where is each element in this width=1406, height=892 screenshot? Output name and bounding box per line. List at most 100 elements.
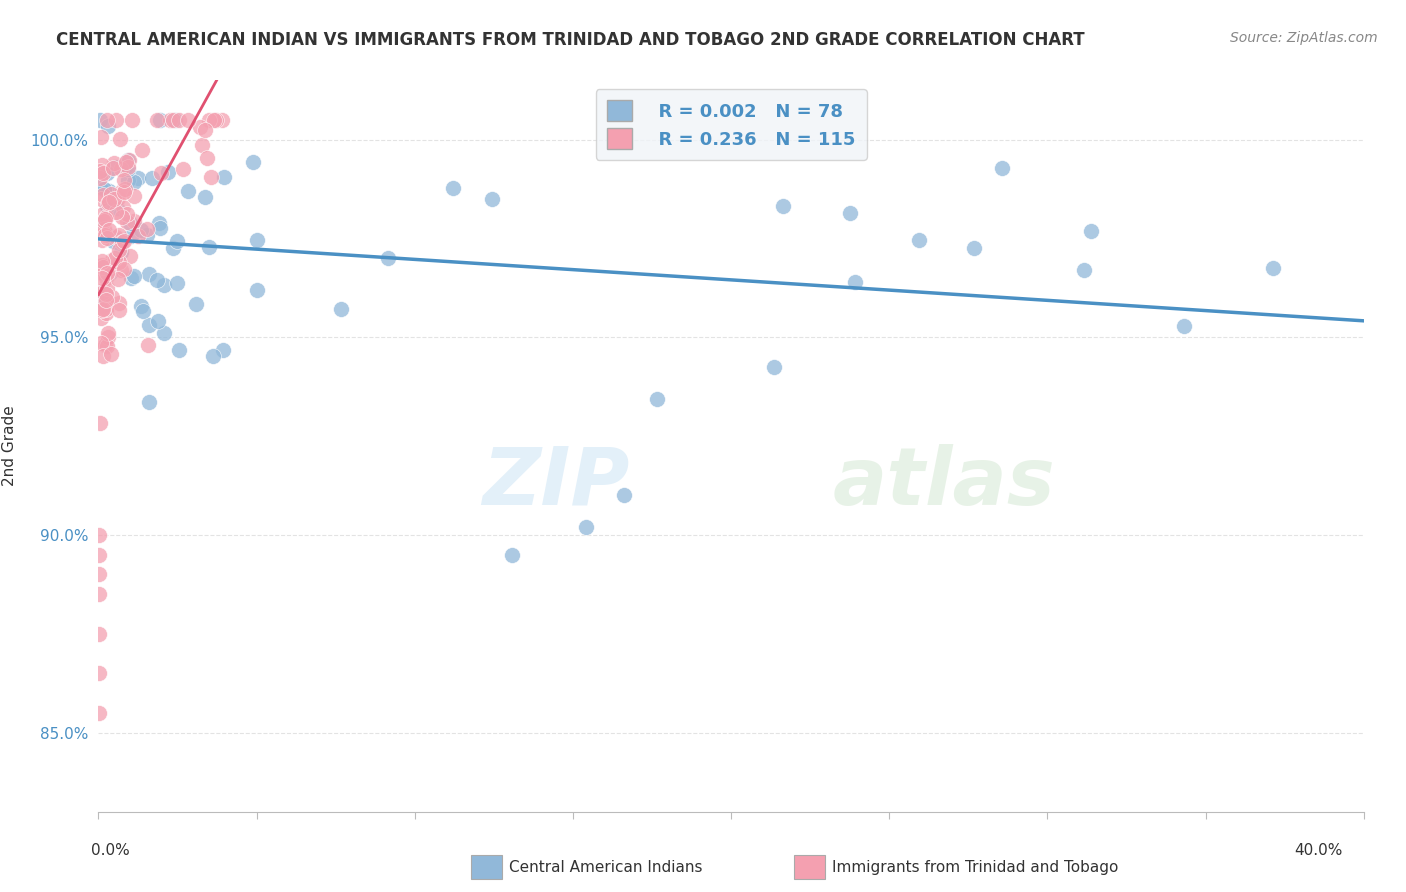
- Point: [89, 218, 111, 232]
- Point: [100, 253, 122, 268]
- Point: [90, 336, 112, 351]
- Point: [89, 164, 111, 178]
- Point: [839, 206, 862, 220]
- Point: [110, 262, 132, 277]
- Point: [100, 187, 122, 202]
- Point: [100, 347, 122, 361]
- Point: [87, 706, 110, 720]
- Point: [114, 181, 136, 195]
- Text: 0.0%: 0.0%: [91, 843, 131, 858]
- Point: [96, 167, 118, 181]
- Point: [93, 285, 115, 300]
- Point: [138, 395, 160, 409]
- Point: [97, 266, 120, 280]
- Point: [91, 297, 114, 311]
- Point: [501, 548, 523, 562]
- Point: [441, 181, 464, 195]
- Point: [149, 166, 172, 180]
- Point: [94, 338, 117, 352]
- Point: [117, 173, 139, 187]
- Point: [93, 228, 115, 243]
- Point: [138, 267, 160, 281]
- Point: [184, 297, 207, 311]
- Point: [105, 201, 128, 215]
- Point: [772, 199, 794, 213]
- Point: [104, 251, 127, 265]
- Point: [100, 290, 122, 304]
- Point: [198, 112, 221, 127]
- Point: [98, 194, 121, 209]
- Point: [98, 184, 121, 198]
- Point: [148, 314, 170, 328]
- Point: [87, 627, 110, 641]
- Point: [115, 215, 138, 229]
- Point: [97, 196, 120, 211]
- Point: [104, 230, 127, 244]
- Point: [91, 283, 114, 297]
- Point: [112, 200, 135, 214]
- Point: [101, 161, 124, 176]
- Point: [159, 112, 181, 127]
- Point: [105, 232, 128, 246]
- Point: [89, 416, 111, 430]
- Point: [90, 253, 112, 268]
- Point: [117, 153, 139, 168]
- Point: [97, 227, 120, 242]
- Point: [87, 567, 110, 582]
- Point: [121, 112, 143, 127]
- Point: [89, 180, 111, 194]
- Point: [647, 392, 669, 406]
- Y-axis label: 2nd Grade: 2nd Grade: [1, 406, 17, 486]
- Point: [575, 520, 598, 534]
- Point: [481, 192, 503, 206]
- Point: [111, 235, 134, 249]
- Point: [120, 229, 142, 244]
- Point: [94, 302, 117, 317]
- Point: [91, 302, 114, 317]
- Point: [112, 262, 135, 277]
- Point: [156, 165, 179, 179]
- Point: [136, 222, 159, 236]
- Point: [110, 161, 132, 176]
- Point: [96, 231, 118, 245]
- Point: [127, 229, 149, 244]
- Point: [145, 112, 167, 127]
- Point: [94, 293, 117, 307]
- Point: [613, 488, 636, 502]
- Point: [127, 170, 149, 185]
- Point: [87, 548, 110, 562]
- Point: [212, 343, 235, 357]
- Point: [177, 184, 200, 198]
- Point: [1080, 224, 1102, 238]
- Point: [152, 326, 174, 341]
- Point: [172, 162, 194, 177]
- Point: [198, 239, 221, 253]
- Point: [108, 295, 131, 310]
- Point: [122, 175, 145, 189]
- Point: [108, 255, 131, 269]
- Point: [90, 226, 112, 240]
- Point: [97, 223, 120, 237]
- Point: [131, 300, 153, 314]
- Point: [103, 193, 125, 207]
- Point: [91, 301, 114, 316]
- Point: [91, 187, 114, 202]
- Point: [122, 189, 145, 203]
- Point: [104, 205, 127, 219]
- Point: [112, 234, 135, 248]
- Point: [124, 268, 146, 283]
- Point: [112, 173, 135, 187]
- Point: [101, 234, 124, 248]
- Point: [91, 158, 114, 172]
- Point: [200, 170, 222, 185]
- Point: [90, 271, 112, 285]
- Text: ZIP: ZIP: [482, 443, 630, 522]
- Point: [214, 169, 236, 184]
- Point: [991, 161, 1014, 175]
- Point: [246, 283, 269, 297]
- Text: atlas: atlas: [832, 443, 1054, 522]
- Point: [205, 112, 228, 127]
- Point: [91, 260, 114, 275]
- Point: [131, 223, 153, 237]
- Point: [89, 170, 111, 185]
